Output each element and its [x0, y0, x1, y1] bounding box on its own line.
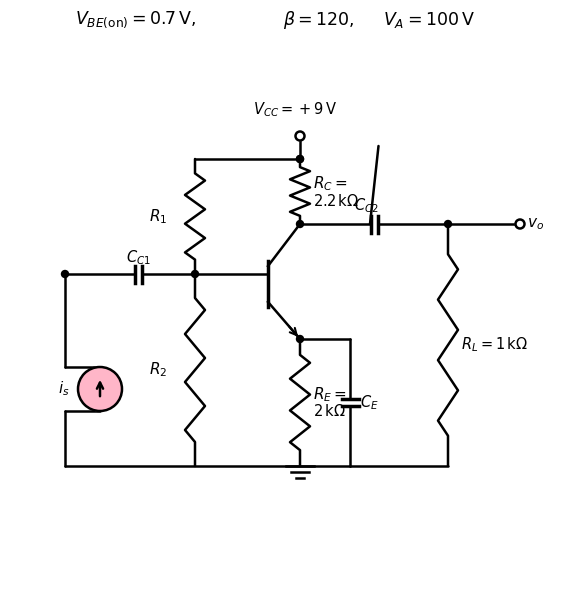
Circle shape	[191, 270, 199, 277]
Text: $C_{C1}$: $C_{C1}$	[126, 249, 151, 267]
Text: $2\,\mathrm{k\Omega}$: $2\,\mathrm{k\Omega}$	[313, 403, 346, 419]
Circle shape	[62, 270, 68, 277]
Text: $C_{C2}$: $C_{C2}$	[354, 197, 379, 216]
Circle shape	[444, 220, 452, 228]
Text: $V_{CC} = +9\,\mathrm{V}$: $V_{CC} = +9\,\mathrm{V}$	[253, 100, 337, 119]
Text: $R_C =$: $R_C =$	[313, 174, 348, 193]
Text: $R_1$: $R_1$	[149, 207, 167, 226]
Circle shape	[295, 131, 305, 141]
Text: $i_s$: $i_s$	[58, 380, 70, 399]
Circle shape	[516, 220, 525, 229]
Text: $V_A = 100\,\mathrm{V}$: $V_A = 100\,\mathrm{V}$	[383, 10, 475, 30]
Text: $\beta = 120,$: $\beta = 120,$	[283, 9, 354, 31]
Text: $C_E$: $C_E$	[360, 393, 379, 412]
Circle shape	[297, 336, 303, 343]
Circle shape	[297, 156, 303, 163]
Circle shape	[297, 220, 303, 228]
Circle shape	[78, 367, 122, 411]
Text: $V_{BE(\mathrm{on})} = 0.7\,\mathrm{V},$: $V_{BE(\mathrm{on})} = 0.7\,\mathrm{V},$	[75, 10, 196, 30]
Text: $R_E =$: $R_E =$	[313, 385, 347, 404]
Text: $2.2\,\mathrm{k\Omega}$: $2.2\,\mathrm{k\Omega}$	[313, 192, 359, 208]
Text: $R_2$: $R_2$	[149, 361, 167, 380]
Circle shape	[297, 156, 303, 163]
Text: $R_L = 1\,\mathrm{k\Omega}$: $R_L = 1\,\mathrm{k\Omega}$	[461, 336, 528, 355]
Text: $v_o$: $v_o$	[527, 216, 544, 232]
